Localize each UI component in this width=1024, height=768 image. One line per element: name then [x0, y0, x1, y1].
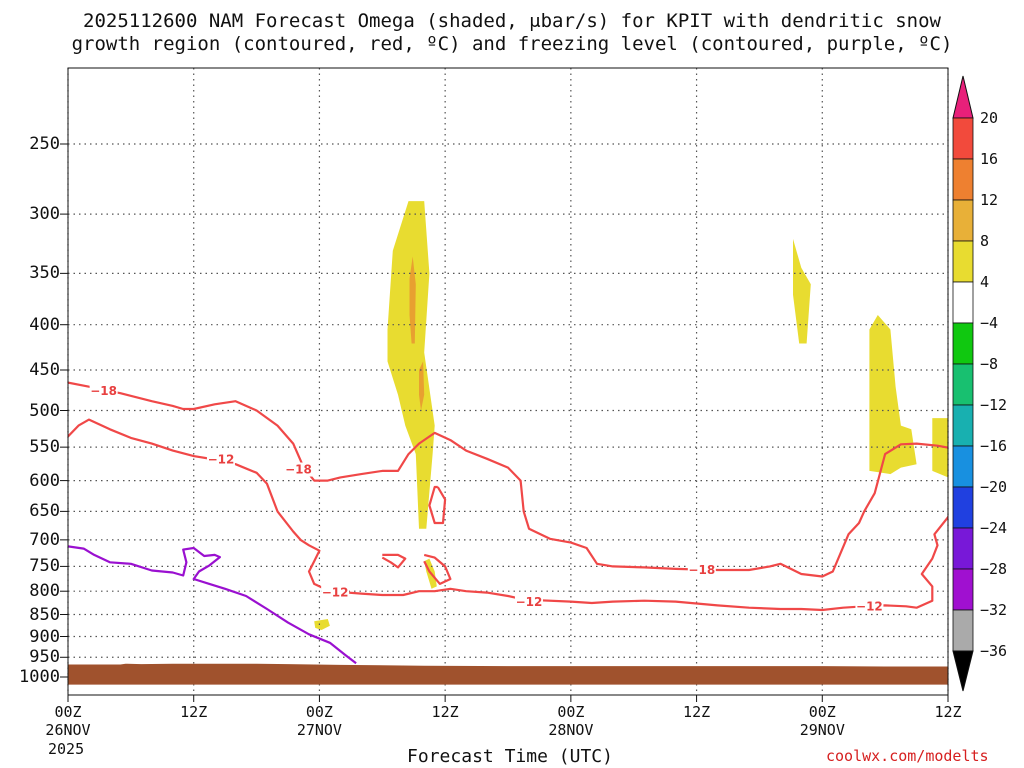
x-tick-label: 12Z — [431, 703, 459, 721]
colorbar-label: −24 — [980, 519, 1008, 537]
y-tick-label: 400 — [29, 314, 60, 335]
x-date-label: 28NOV — [548, 721, 594, 739]
y-tick-label: 350 — [29, 263, 60, 284]
colorbar-swatch-2 — [952, 199, 974, 242]
colorbar-swatch-3 — [952, 240, 974, 283]
contour-label-extra-0: −18 — [285, 463, 312, 477]
ground-terrain — [68, 663, 948, 685]
contour-label-bg — [855, 599, 884, 614]
colorbar-swatch-6 — [952, 363, 974, 406]
contour-label-bg — [514, 595, 543, 610]
x-tick-label: 00Z — [557, 703, 585, 721]
x-tick-label: 12Z — [683, 703, 711, 721]
year-label: 2025 — [48, 740, 85, 758]
y-tick-label: 900 — [29, 626, 60, 647]
colorbar-label: −36 — [980, 642, 1008, 660]
x-tick-label: 00Z — [305, 703, 333, 721]
omega-region-4-8-0 — [387, 201, 435, 529]
contour-label-bg — [687, 562, 716, 577]
colorbar-label: −4 — [980, 314, 999, 332]
colorbar-label: −28 — [980, 560, 1008, 578]
colorbar-swatch-10 — [952, 527, 974, 570]
colorbar-swatch-1 — [952, 158, 974, 201]
y-tick-label: 300 — [29, 204, 60, 225]
colorbar-label: −12 — [980, 396, 1008, 414]
omega-region-4-8-6 — [869, 315, 917, 475]
dgz-contour-0 — [68, 381, 948, 578]
colorbar-label: 4 — [980, 273, 990, 291]
contour-label-extra-3: −12 — [516, 595, 543, 609]
x-tick-label: 12Z — [180, 703, 208, 721]
contour-label-bg — [89, 383, 118, 398]
colorbar-swatch-12 — [952, 609, 974, 652]
colorbar-label: −32 — [980, 601, 1008, 619]
colorbar-swatch-0 — [952, 117, 974, 160]
omega-region-4-8-7 — [932, 418, 948, 478]
y-tick-label: 650 — [29, 501, 60, 522]
freezing-contour-5 — [68, 545, 357, 665]
colorbar-label: −20 — [980, 478, 1008, 496]
y-tick-label: 450 — [29, 360, 60, 380]
x-axis-title: Forecast Time (UTC) — [407, 746, 613, 767]
dgz-contour-2 — [428, 485, 447, 525]
contour-label-bg — [206, 452, 235, 467]
credit-link[interactable]: coolwx.com/modelts — [826, 747, 989, 765]
y-tick-label: 700 — [29, 529, 60, 550]
colorbar-label: 20 — [980, 109, 999, 127]
contour-label-extra-1: −18 — [688, 563, 715, 577]
y-tick-label: 750 — [29, 556, 60, 577]
omega-colorbar — [952, 75, 974, 692]
colorbar-bottom-arrow — [952, 650, 974, 692]
x-date-label: 27NOV — [296, 721, 342, 739]
colorbar-top-arrow — [952, 75, 974, 119]
omega-region-4-8-4 — [314, 619, 330, 630]
contour-label-extra-4: −12 — [856, 599, 883, 613]
colorbar-swatch-8 — [952, 445, 974, 488]
dgz-contour-3 — [381, 553, 407, 569]
dgz-contour-1 — [68, 418, 948, 612]
y-tick-label: 250 — [29, 134, 60, 154]
chart-title-line-2: growth region (contoured, red, ºC) and f… — [71, 33, 953, 55]
y-tick-label: 800 — [29, 581, 60, 602]
contour-label-extra-2: −12 — [322, 586, 349, 600]
contour-label-bg — [284, 462, 313, 477]
omega-region-8-12-2 — [419, 361, 425, 411]
y-tick-label: 950 — [29, 647, 60, 668]
x-tick-label: 12Z — [934, 703, 962, 721]
y-tick-label: 850 — [29, 604, 60, 625]
y-tick-label: 600 — [29, 470, 60, 491]
x-date-label: 26NOV — [45, 721, 91, 739]
colorbar-swatch-7 — [952, 404, 974, 447]
colorbar-swatch-9 — [952, 486, 974, 529]
contour-label-0: −18 — [90, 384, 117, 398]
x-tick-label: 00Z — [54, 703, 82, 721]
colorbar-swatch-11 — [952, 568, 974, 611]
y-tick-label: 500 — [29, 400, 60, 421]
colorbar-label: 8 — [980, 232, 990, 250]
contour-label-bg — [321, 585, 350, 600]
colorbar-swatch-4 — [952, 281, 974, 324]
y-tick-label: 550 — [29, 437, 60, 458]
colorbar-label: −8 — [980, 355, 999, 373]
contour-label-1: −12 — [208, 453, 235, 467]
colorbar-label: −16 — [980, 437, 1008, 455]
omega-region-8-12-1 — [409, 256, 416, 344]
omega-region-4-8-5 — [793, 238, 811, 344]
x-tick-label: 00Z — [808, 703, 836, 721]
colorbar-swatch-5 — [952, 322, 974, 365]
plot-frame — [67, 67, 949, 696]
dgz-contour-4 — [423, 553, 452, 586]
colorbar-label: 16 — [980, 150, 999, 168]
colorbar-label: 12 — [980, 191, 999, 209]
chart-title-line-1: 2025112600 NAM Forecast Omega (shaded, μ… — [83, 10, 941, 32]
y-tick-label: 1000 — [19, 667, 60, 687]
x-date-label: 29NOV — [799, 721, 845, 739]
